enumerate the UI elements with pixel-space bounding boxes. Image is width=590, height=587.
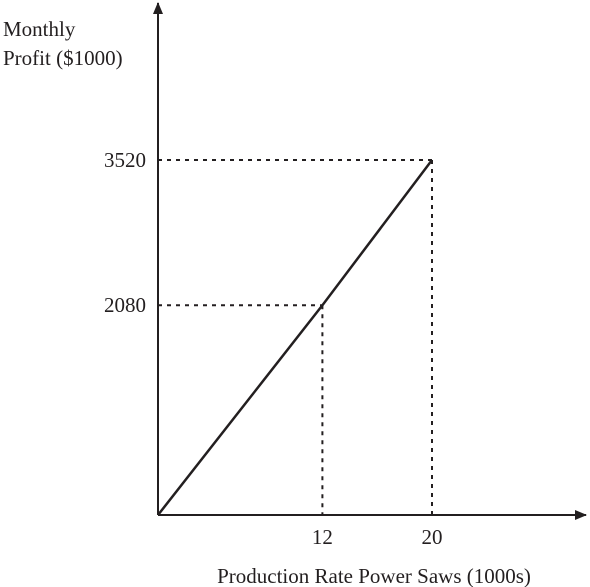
y-axis-label-line-2: Profit ($1000) bbox=[3, 46, 123, 70]
guide-lines bbox=[158, 159, 433, 515]
series-lines bbox=[157, 159, 433, 516]
x-axis-label: Production Rate Power Saws (1000s) bbox=[217, 564, 531, 587]
profit-line-0 bbox=[157, 159, 433, 516]
x-tick-label-20: 20 bbox=[422, 525, 443, 549]
y-axis-label-line-1: Monthly bbox=[3, 17, 76, 41]
y-tick-label-3520: 3520 bbox=[104, 148, 146, 172]
x-tick-label-12: 12 bbox=[312, 525, 333, 549]
y-tick-label-2080: 2080 bbox=[104, 293, 146, 317]
